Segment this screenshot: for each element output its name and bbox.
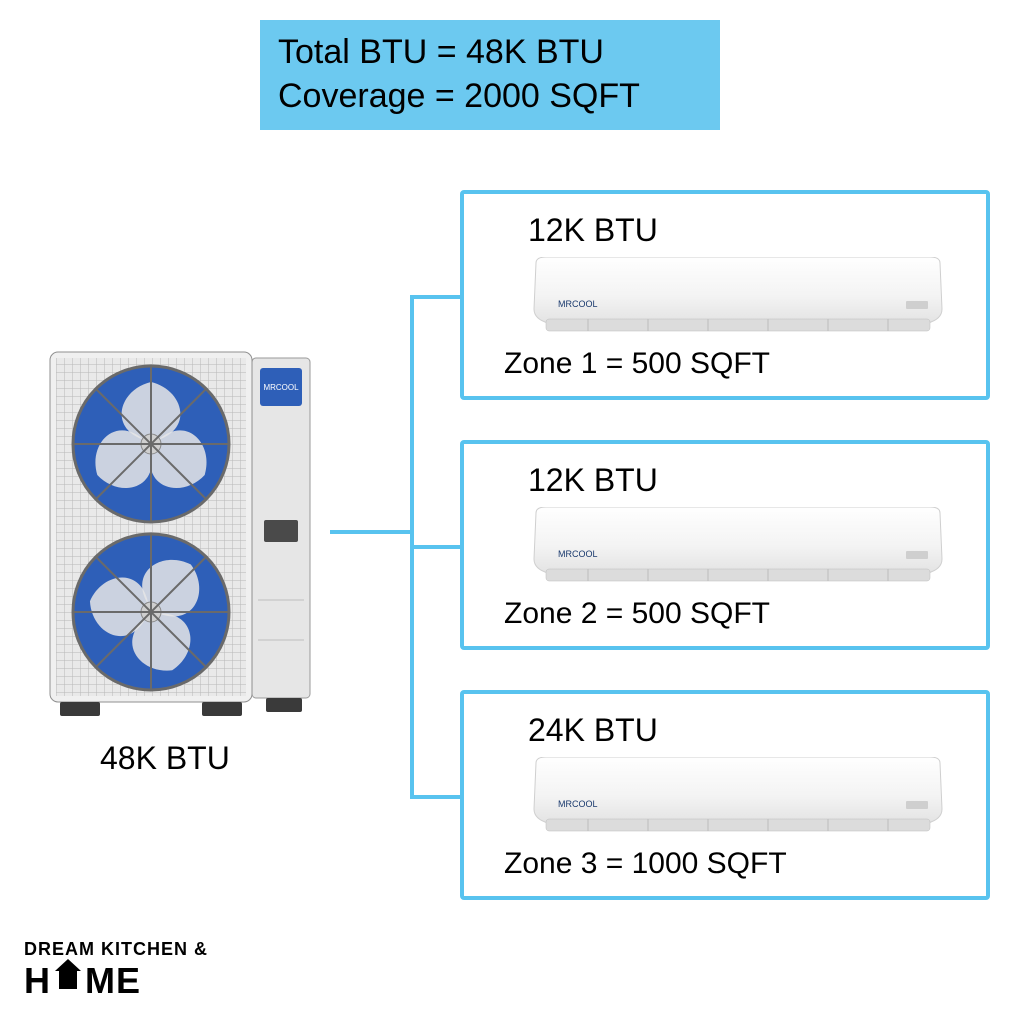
zone-box-2: 12K BTU MRCOOL Zone 2 = 500 SQFT (460, 440, 990, 650)
connector-segment (410, 795, 460, 799)
zone-box-3: 24K BTU MRCOOL Zone 3 = 1000 SQFT (460, 690, 990, 900)
outdoor-btu-label: 48K BTU (100, 740, 230, 777)
zone-coverage-label: Zone 2 = 500 SQFT (504, 597, 962, 631)
zone-btu-label: 12K BTU (528, 212, 962, 249)
svg-text:MRCOOL: MRCOOL (558, 299, 598, 309)
indoor-air-handler-icon: MRCOOL (528, 757, 948, 837)
zone-btu-label: 12K BTU (528, 462, 962, 499)
connector-segment (410, 545, 460, 549)
zone-btu-label: 24K BTU (528, 712, 962, 749)
condenser-icon: MRCOOL (40, 340, 330, 720)
outdoor-condenser-unit: MRCOOL (40, 340, 330, 720)
summary-line-coverage: Coverage = 2000 SQFT (278, 74, 702, 118)
summary-box: Total BTU = 48K BTU Coverage = 2000 SQFT (260, 20, 720, 130)
svg-text:MRCOOL: MRCOOL (558, 549, 598, 559)
house-icon (53, 967, 83, 993)
logo-bottom-text: H ME (24, 960, 208, 1002)
brand-label: MRCOOL (263, 383, 299, 392)
zone-coverage-label: Zone 1 = 500 SQFT (504, 347, 962, 381)
indoor-air-handler-icon: MRCOOL (528, 257, 948, 337)
zone-coverage-label: Zone 3 = 1000 SQFT (504, 847, 962, 881)
logo-top-text: DREAM KITCHEN & (24, 939, 208, 960)
connector-segment (410, 295, 460, 299)
summary-line-total-btu: Total BTU = 48K BTU (278, 30, 702, 74)
indoor-air-handler-icon: MRCOOL (528, 507, 948, 587)
zone-box-1: 12K BTU MRCOOL Zone 1 = 500 SQFT (460, 190, 990, 400)
connector-segment (330, 530, 410, 534)
svg-text:MRCOOL: MRCOOL (558, 799, 598, 809)
brand-logo: DREAM KITCHEN & H ME (24, 939, 208, 1002)
